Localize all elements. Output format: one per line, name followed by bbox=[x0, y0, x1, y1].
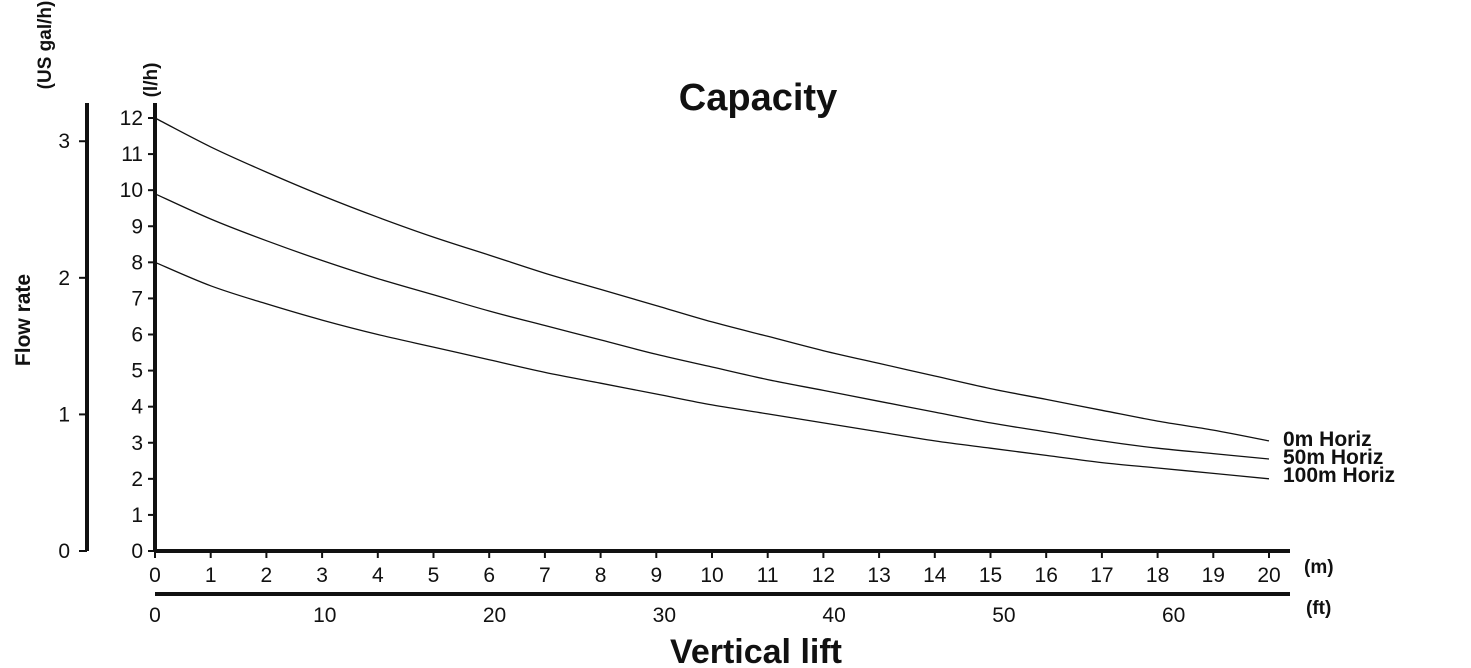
x2-tick-label: 40 bbox=[822, 604, 845, 627]
axes bbox=[85, 103, 1290, 596]
x2-tick-label: 60 bbox=[1162, 604, 1185, 627]
y-unit-label: (l/h) bbox=[141, 63, 162, 98]
x-tick-label: 20 bbox=[1257, 564, 1280, 587]
series-line bbox=[154, 193, 1270, 460]
x2-unit-label: (ft) bbox=[1306, 598, 1331, 619]
series-line bbox=[154, 117, 1270, 442]
y-tick-label: 8 bbox=[131, 251, 143, 274]
x-tick-label: 0 bbox=[149, 564, 161, 587]
x-unit-label: (m) bbox=[1304, 557, 1334, 578]
y-tick-label: 7 bbox=[131, 287, 143, 310]
series-line bbox=[154, 261, 1270, 480]
x-tick-label: 5 bbox=[428, 564, 440, 587]
x-tick-label: 18 bbox=[1146, 564, 1169, 587]
y-tick-label: 12 bbox=[120, 107, 143, 130]
x-tick-label: 8 bbox=[595, 564, 607, 587]
x2-tick-label: 50 bbox=[992, 604, 1015, 627]
y-tick-label: 1 bbox=[131, 504, 143, 527]
y-tick-label: 5 bbox=[131, 360, 143, 383]
x-tick-label: 2 bbox=[261, 564, 273, 587]
x-tick-label: 14 bbox=[923, 564, 947, 587]
x-tick-label: 11 bbox=[757, 564, 779, 587]
y-tick-label: 9 bbox=[131, 215, 143, 238]
series-label: 100m Horiz bbox=[1283, 464, 1395, 487]
x-tick-label: 10 bbox=[700, 564, 723, 587]
x-tick-label: 7 bbox=[539, 564, 551, 587]
y-tick-label: 11 bbox=[121, 143, 143, 166]
y2-unit-label: (US gal/h) bbox=[35, 1, 56, 90]
x-tick-label: 6 bbox=[483, 564, 495, 587]
x2-tick-label: 10 bbox=[313, 604, 336, 627]
x2-tick-label: 30 bbox=[653, 604, 676, 627]
y-tick-label: 6 bbox=[131, 324, 143, 347]
y2-tick-label: 2 bbox=[58, 267, 70, 290]
x-tick-label: 15 bbox=[979, 564, 1002, 587]
y-tick-label: 4 bbox=[131, 396, 143, 419]
chart-title: Capacity bbox=[679, 77, 837, 119]
x-axis-label: Vertical lift bbox=[670, 633, 842, 668]
x-tick-label: 9 bbox=[650, 564, 662, 587]
x2-tick-label: 20 bbox=[483, 604, 506, 627]
y2-tick-label: 0 bbox=[58, 540, 70, 563]
x-tick-label: 13 bbox=[867, 564, 890, 587]
x-tick-label: 4 bbox=[372, 564, 384, 587]
x-tick-label: 19 bbox=[1202, 564, 1225, 587]
y-tick-label: 2 bbox=[131, 468, 143, 491]
y-tick-label: 10 bbox=[120, 179, 143, 202]
y-tick-label: 3 bbox=[131, 432, 143, 455]
x-tick-label: 1 bbox=[205, 564, 217, 587]
y-tick-label: 0 bbox=[131, 540, 143, 563]
y2-tick-label: 1 bbox=[58, 403, 70, 426]
series-label: 0m Horiz bbox=[1283, 428, 1372, 451]
y2-tick-label: 3 bbox=[58, 130, 70, 153]
x2-tick-label: 0 bbox=[149, 604, 161, 627]
x-tick-label: 12 bbox=[812, 564, 835, 587]
series-label: 50m Horiz bbox=[1283, 446, 1383, 469]
x-tick-label: 17 bbox=[1090, 564, 1113, 587]
x-tick-label: 3 bbox=[316, 564, 328, 587]
y-axis-label: Flow rate bbox=[12, 274, 35, 366]
x-tick-label: 16 bbox=[1035, 564, 1058, 587]
